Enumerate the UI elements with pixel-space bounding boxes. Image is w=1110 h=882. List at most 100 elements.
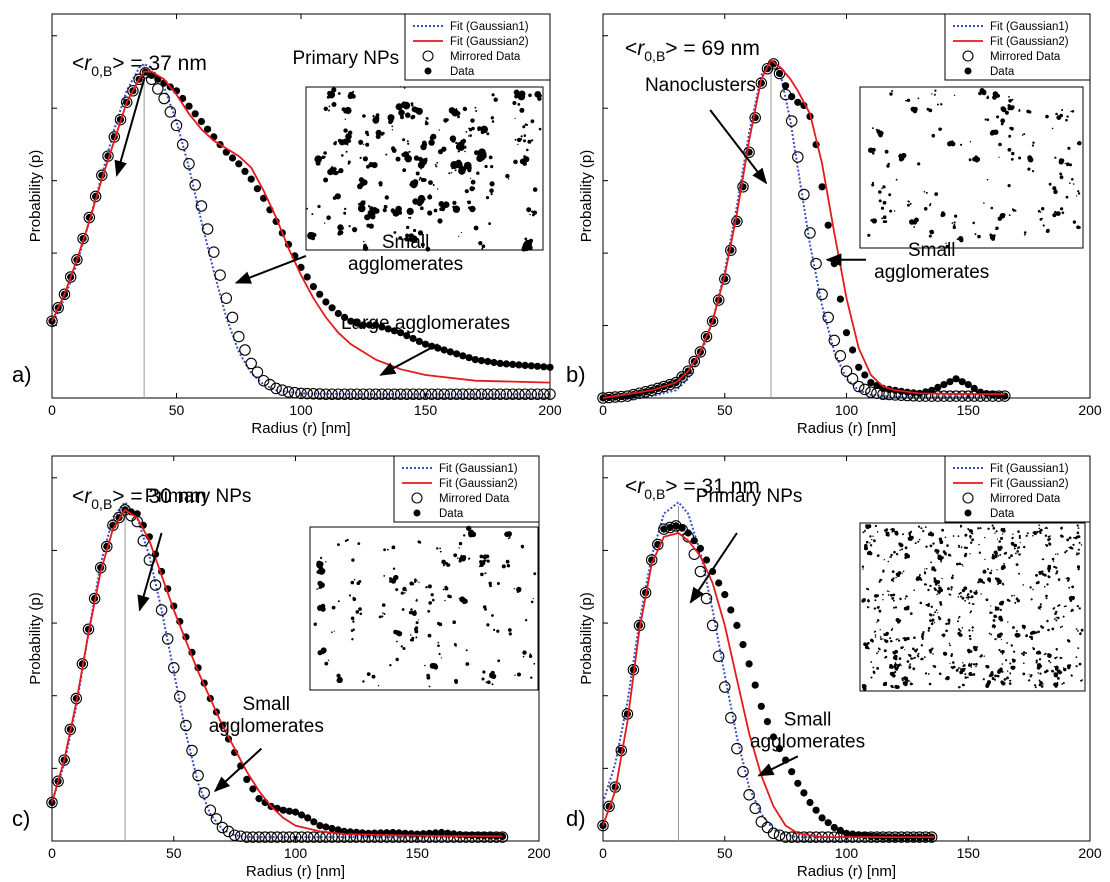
inset-particle: [346, 144, 349, 146]
inset-particle: [358, 202, 361, 206]
inset-particle: [986, 178, 989, 181]
inset-particle: [398, 236, 403, 240]
inset-particle: [914, 542, 917, 545]
inset-particle: [862, 684, 867, 688]
inset-particle: [1075, 195, 1078, 197]
x-tick-label: 150: [414, 402, 438, 418]
inset-particle: [970, 663, 973, 665]
legend-swatch-data: [413, 509, 421, 517]
inset-particle: [1076, 605, 1079, 608]
mirrored-data-point: [251, 366, 264, 378]
inset-particle: [965, 596, 968, 599]
mirrored-data-point: [761, 821, 774, 834]
inset-particle: [345, 150, 348, 153]
inset-particle: [969, 596, 971, 599]
x-axis-label: Radius (r) [nm]: [797, 420, 896, 437]
inset-particle: [1049, 535, 1051, 537]
inset-particle: [346, 538, 349, 542]
inset-particle: [491, 673, 497, 680]
inset-particle: [489, 188, 494, 193]
x-axis-label: Radius (r) [nm]: [246, 863, 345, 880]
inset-particle: [889, 209, 893, 213]
inset-particle: [894, 606, 898, 609]
legend-label-data: Data: [439, 508, 464, 520]
legend-swatch-mirrored: [962, 50, 974, 62]
inset-particle: [919, 601, 923, 605]
inset-particle: [1065, 549, 1068, 552]
inset-particle: [484, 164, 488, 169]
inset-particle: [357, 183, 363, 190]
inset-particle: [317, 605, 323, 611]
inset-particle: [465, 131, 468, 133]
inset-particle: [444, 561, 448, 566]
title-subscript: 0,B: [644, 486, 665, 502]
inset-particle: [1018, 553, 1021, 556]
x-tick-label: 0: [599, 402, 607, 418]
inset-particle: [1021, 134, 1024, 136]
inset-particle: [1004, 110, 1009, 115]
data-point: [285, 807, 293, 815]
inset-particle: [1065, 162, 1070, 167]
mirrored-data-point: [712, 650, 725, 662]
inset-particle: [883, 649, 887, 652]
inset-particle: [454, 680, 458, 684]
inset-particle: [878, 609, 881, 612]
inset-particle: [424, 121, 429, 126]
inset-particle: [985, 684, 990, 688]
inset-particle: [992, 619, 996, 622]
inset-particle: [1078, 607, 1081, 610]
mirrored-data-point: [226, 311, 239, 324]
mirrored-data-point: [198, 787, 210, 799]
inset-particle: [426, 117, 429, 120]
inset-particle: [950, 586, 953, 588]
inset-particle: [1016, 550, 1019, 553]
inset-particle: [522, 161, 527, 166]
inset-particle: [882, 185, 886, 189]
inset-particle: [975, 591, 978, 595]
inset-particle: [958, 546, 960, 548]
inset-particle: [1036, 652, 1040, 655]
inset-particle: [1055, 666, 1059, 670]
inset-particle: [939, 540, 942, 543]
inset-particle: [928, 682, 932, 686]
inset-particle: [921, 637, 924, 641]
inset-particle: [924, 672, 928, 675]
inset-particle: [1047, 628, 1050, 632]
data-point: [702, 556, 711, 564]
inset-particle: [915, 577, 920, 581]
inset-particle: [968, 602, 971, 605]
inset-particle: [1078, 662, 1082, 666]
annotation-text: Primary NPs: [145, 486, 252, 507]
x-tick-label: 150: [957, 402, 981, 418]
legend-label-mirrored-data: Mirrored Data: [990, 493, 1061, 505]
mirrored-data-point: [114, 113, 127, 126]
inset-particle: [410, 608, 413, 611]
inset-particle: [873, 539, 876, 543]
inset-particle: [948, 642, 950, 645]
inset-particle: [1032, 534, 1034, 537]
inset-particle: [961, 588, 966, 593]
data-point: [316, 290, 324, 298]
inset-particle: [420, 199, 425, 204]
mirrored-data-point: [289, 386, 301, 399]
inset-particle: [931, 133, 936, 138]
inset-particle: [317, 580, 323, 587]
inset-particle: [451, 138, 456, 143]
inset-particle: [1066, 577, 1070, 580]
inset-particle: [469, 206, 475, 212]
mirrored-data-point: [241, 831, 253, 843]
inset-particle: [929, 531, 932, 534]
series-fit-gaussian2: [602, 532, 935, 838]
inset-particle: [923, 656, 926, 658]
inset-particle: [901, 572, 903, 574]
inset-particle: [1056, 553, 1059, 555]
inset-particle: [893, 210, 896, 212]
inset-particle: [1045, 544, 1049, 547]
mirrored-data-point: [192, 769, 204, 782]
inset-particle: [378, 615, 382, 619]
inset-particle: [517, 137, 522, 143]
inset-particle: [930, 622, 934, 626]
inset-particle: [506, 531, 512, 537]
inset-particle: [1006, 670, 1009, 672]
